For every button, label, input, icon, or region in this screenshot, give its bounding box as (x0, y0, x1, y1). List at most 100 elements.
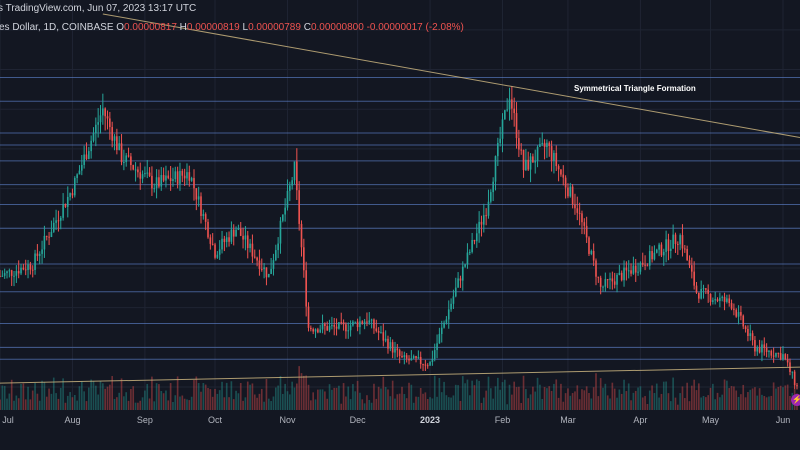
candle-body (391, 342, 394, 353)
volume-bar (190, 396, 193, 410)
candle-body (754, 340, 756, 352)
trendlines (0, 13, 800, 384)
candle-body (440, 327, 443, 335)
volume-bar (714, 399, 717, 410)
candle-body (763, 344, 766, 348)
volume-bar (436, 396, 438, 410)
volume-bar (506, 404, 508, 410)
volume-bar (681, 386, 684, 410)
volume-bar (17, 398, 20, 410)
volume-bar (786, 384, 789, 410)
candle-body (712, 300, 714, 302)
trendline (102, 13, 800, 139)
volume-bar (179, 396, 181, 410)
candle-body (228, 237, 230, 242)
volume-bar (305, 375, 307, 410)
volume-bar (377, 386, 380, 410)
volume-bar (688, 401, 691, 410)
candle-body (681, 235, 684, 249)
candle-body (162, 175, 165, 181)
candle-body (342, 322, 345, 325)
volume-bar (277, 385, 279, 410)
volume-bar (445, 395, 448, 410)
candle-body (394, 348, 396, 353)
candle-body (641, 262, 644, 265)
candle-body (627, 270, 630, 272)
candle-body (405, 355, 408, 359)
volume-bar (211, 396, 214, 410)
candle-body (188, 172, 191, 181)
volume-bar (770, 395, 773, 410)
volume-bar (253, 394, 256, 410)
volume-bar (548, 386, 551, 410)
candle-body (779, 353, 782, 360)
candle-body (347, 330, 350, 332)
candle-body (782, 354, 784, 360)
candle-body (277, 243, 279, 251)
pattern-annotation: Symmetrical Triangle Formation (574, 84, 696, 93)
volume-bar (719, 397, 721, 410)
candle-body (251, 243, 254, 257)
candle-body (373, 319, 375, 329)
volume-bar (756, 395, 759, 410)
volume-bar (134, 402, 137, 410)
volume-bar (422, 393, 424, 410)
lightning-icon[interactable]: ⚡ (791, 394, 800, 406)
volume-bar (581, 389, 583, 410)
candle-body (609, 278, 611, 280)
candle-body (775, 352, 777, 357)
volume-bar (555, 379, 558, 410)
volume-bar (204, 384, 207, 410)
volume-bar (721, 394, 724, 410)
volume-bar (662, 381, 665, 410)
volume-bar (188, 400, 191, 410)
x-tick-label: May (702, 415, 720, 425)
volume-bar (281, 393, 284, 410)
candle-body (50, 231, 53, 237)
volume-bar (354, 391, 357, 410)
volume-bar (113, 398, 116, 410)
candle-body (158, 177, 160, 187)
candle-body (274, 250, 277, 261)
candle-body (527, 159, 530, 170)
candle-body (370, 319, 373, 321)
volume-bar (562, 401, 565, 410)
open-value: 0.00000817 (124, 22, 177, 33)
volume-bar (429, 397, 431, 410)
candle-body (382, 332, 385, 341)
candle-body (230, 229, 233, 242)
candle-body (485, 215, 487, 217)
candle-body (490, 192, 492, 202)
volume-bar (382, 376, 385, 410)
volume-bar (391, 380, 394, 410)
candle-body (146, 172, 149, 174)
candle-body (244, 235, 247, 240)
candle-body (543, 142, 546, 148)
candle-body (55, 220, 57, 223)
candle-body (116, 136, 118, 150)
volume-bar (426, 399, 429, 410)
candle-body (296, 161, 298, 191)
candle-body (730, 303, 733, 309)
volume-bar (394, 398, 396, 410)
candle-body (557, 166, 560, 170)
candle-body (64, 203, 67, 207)
candle-body (20, 267, 22, 274)
volume-bar (153, 401, 156, 410)
candle-body (113, 136, 116, 141)
candle-body (396, 348, 399, 351)
candle-body (319, 329, 322, 333)
candle-body (340, 322, 343, 324)
candle-body (613, 281, 616, 285)
volume-bar (174, 395, 177, 410)
candle-body (324, 323, 326, 327)
volume-bar (583, 390, 586, 410)
volume-bar (218, 390, 221, 410)
candle-body (473, 240, 476, 242)
volume-bar (116, 397, 118, 410)
volume-bar (693, 379, 695, 410)
volume-bar (139, 400, 142, 410)
candle-body (144, 173, 146, 175)
candle-body (377, 330, 380, 333)
